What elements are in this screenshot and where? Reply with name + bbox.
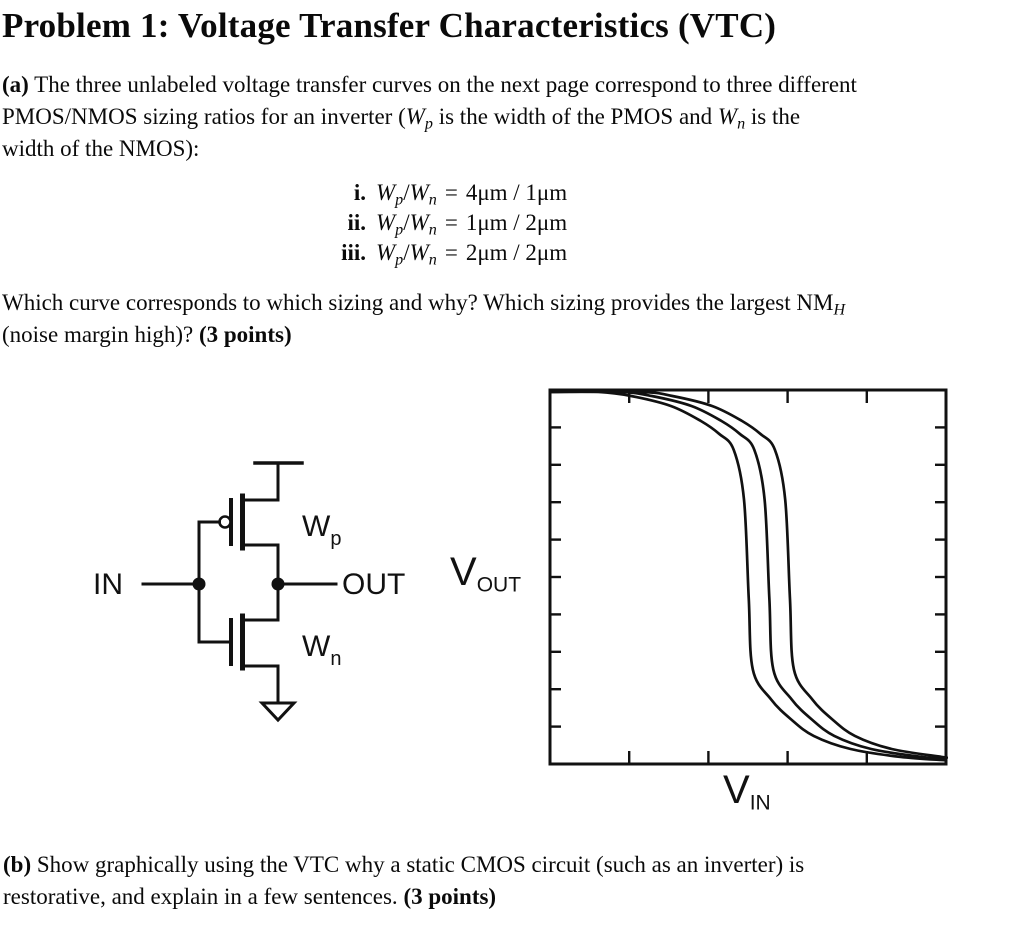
vtc-plot	[548, 388, 948, 766]
input-junction-dot	[192, 577, 206, 591]
in-label: IN	[93, 568, 123, 601]
question-line1: Which curve corresponds to which sizing …	[2, 290, 846, 319]
output-junction-dot	[271, 577, 285, 591]
x-axis-label: VIN	[723, 768, 771, 815]
curve-3-rightmost	[549, 390, 948, 759]
nmos-source-wire	[242, 664, 280, 705]
paragraph-a-line2: PMOS/NMOS sizing ratios for an inverter …	[2, 104, 801, 133]
curve-1-leftmost	[549, 390, 947, 762]
sizing-item-1: i. Wp/Wn = 4μm / 1μm	[353, 180, 568, 209]
pmos-source-wire	[242, 461, 280, 502]
plot-frame	[548, 388, 948, 766]
paragraph-a-line1: (a) The three unlabeled voltage transfer…	[2, 72, 857, 97]
nmos-drain-wire	[242, 582, 280, 622]
part-a-label: (a)	[2, 72, 29, 97]
sizing-item-3: iii. Wp/Wn = 2μm / 2μm	[341, 240, 568, 269]
pmos-drain-wire	[242, 543, 280, 586]
out-label: OUT	[342, 568, 405, 601]
wn-label: Wn	[302, 630, 341, 670]
paragraph-b-line2: restorative, and explain in a few senten…	[3, 884, 497, 909]
y-axis-label: VOUT	[450, 550, 522, 597]
ground-symbol	[258, 701, 298, 723]
question-line2: (noise margin high)? (3 points)	[2, 322, 292, 347]
curve-2-middle	[549, 390, 947, 761]
part-b-label: (b)	[3, 852, 32, 877]
inverter-circuit-diagram: IN OUT Wp Wn	[93, 461, 405, 723]
pmos-gate-bubble	[218, 515, 232, 529]
paragraph-b-line1: (b) Show graphically using the VTC why a…	[3, 852, 805, 877]
wp-label: Wp	[302, 510, 341, 550]
paragraph-a-line3: width of the NMOS):	[2, 136, 200, 161]
sizing-item-2: ii. Wp/Wn = 1μm / 2μm	[347, 210, 568, 239]
page-title: Problem 1: Voltage Transfer Characterist…	[2, 6, 777, 45]
